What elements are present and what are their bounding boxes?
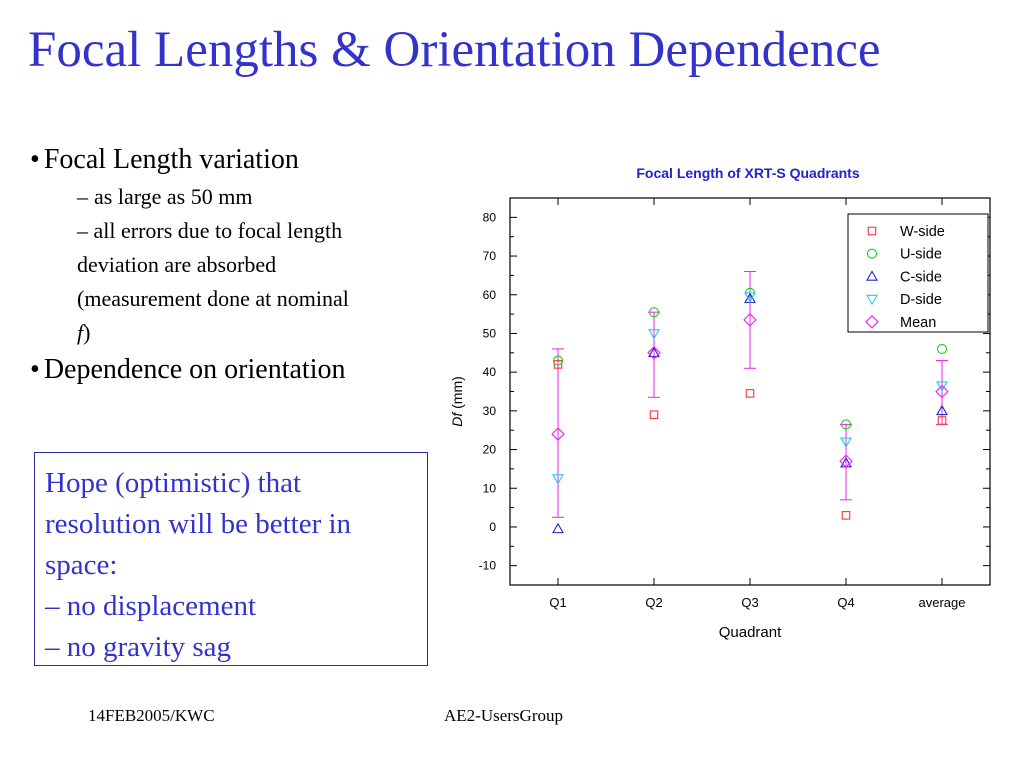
data-point-c-side	[648, 346, 660, 358]
data-point-d-side	[936, 381, 948, 392]
y-axis-label-unit: (mm)	[449, 376, 465, 413]
y-tick-label: 60	[483, 288, 497, 302]
data-point-u-side	[552, 355, 564, 366]
x-tick-label: Q2	[645, 595, 662, 610]
data-point-c-side	[552, 522, 564, 534]
bullet-focal-length: • Focal Length variation	[30, 140, 440, 180]
data-point-w-side	[553, 360, 563, 369]
data-point-u-side	[648, 307, 660, 318]
legend-label: W-side	[900, 224, 945, 240]
y-tick-label: 0	[489, 520, 496, 534]
sub-bullet-nominal: (measurement done at nominal	[77, 286, 349, 311]
sub-bullet-absorbed: deviation are absorbed	[77, 252, 277, 277]
bullet-marker: •	[30, 354, 40, 385]
data-point-mean	[935, 384, 949, 399]
y-tick-label: -10	[479, 559, 497, 573]
data-point-mean	[551, 427, 565, 441]
f-paren: )	[83, 320, 91, 345]
hope-line: resolution will be better in	[45, 508, 352, 540]
dash: –	[77, 184, 88, 209]
hope-line: space:	[45, 549, 118, 581]
data-point-d-side	[744, 292, 756, 303]
data-point-w-side	[649, 410, 659, 420]
x-tick-label: Q4	[837, 595, 854, 610]
f-symbol: f	[77, 320, 84, 345]
y-axis-label-symbol: Df	[449, 411, 465, 427]
bullet-marker: •	[30, 144, 40, 175]
legend-marker	[866, 294, 878, 306]
y-tick-label: 10	[483, 481, 497, 495]
sub-bullets: – as large as 50 mm – all errors due to f…	[77, 180, 440, 350]
bullet-list: • Focal Length variation – as large as 50 …	[30, 140, 440, 390]
data-point-u-side	[840, 419, 852, 430]
legend-marker	[866, 248, 878, 259]
x-axis-label: Quadrant	[719, 624, 782, 641]
legend-label: D-side	[900, 292, 942, 308]
data-point-d-side	[840, 437, 852, 448]
data-point-d-side	[552, 474, 564, 485]
hope-box: Hope (optimistic) that resolution will b…	[34, 452, 428, 666]
data-point-u-side	[936, 343, 948, 354]
legend-marker	[865, 315, 879, 329]
hope-line: – no gravity sag	[45, 631, 232, 663]
sub-text: as large as 50 mm	[94, 184, 253, 209]
y-tick-label: 20	[483, 443, 497, 457]
y-tick-label: 80	[483, 210, 497, 224]
footer-date: 14FEB2005/KWC	[88, 706, 215, 725]
bullet-text: Dependence on orientation	[43, 354, 346, 385]
x-tick-label: Q1	[549, 595, 566, 610]
x-tick-label: average	[919, 595, 966, 610]
legend-marker	[866, 270, 878, 281]
bullet-orientation: • Dependence on orientation	[30, 350, 440, 390]
data-point-d-side	[648, 329, 660, 340]
data-point-mean	[647, 346, 661, 360]
y-tick-label: 40	[483, 365, 497, 379]
x-tick-label: Q3	[741, 595, 758, 610]
footer-group: AE2-UsersGroup	[444, 706, 563, 725]
sub-bullet-f: f)	[77, 316, 440, 350]
data-point-mean	[839, 454, 853, 468]
bullet-text: Focal Length variation	[43, 144, 299, 175]
focal-length-chart: Focal Length of XRT-S Quadrants -10 0 10 20 3…	[449, 165, 991, 641]
hope-line: – no displacement	[45, 590, 257, 622]
y-axis-label: Df (mm)	[449, 376, 465, 427]
chart-title: Focal Length of XRT-S Quadrants	[636, 165, 859, 181]
legend-label: U-side	[900, 247, 942, 263]
y-tick-label: 30	[483, 404, 497, 418]
data-point-w-side	[841, 511, 851, 520]
legend-label: C-side	[900, 269, 942, 285]
hope-line: Hope (optimistic) that	[45, 467, 302, 499]
slide-title: Focal Lengths & Orientation Dependence	[28, 22, 881, 78]
y-tick-label: 70	[483, 249, 497, 263]
sub-bullet-large: – as large as 50 mm	[77, 180, 440, 214]
data-point-w-side	[937, 416, 947, 425]
legend-marker	[867, 226, 877, 236]
sub-bullet-errors: – all errors due to focal length	[77, 218, 343, 243]
data-point-mean	[743, 313, 757, 327]
data-point-w-side	[745, 389, 755, 398]
legend-label: Mean	[900, 315, 936, 331]
y-tick-label: 50	[483, 326, 497, 340]
data-point-c-side	[936, 404, 948, 416]
